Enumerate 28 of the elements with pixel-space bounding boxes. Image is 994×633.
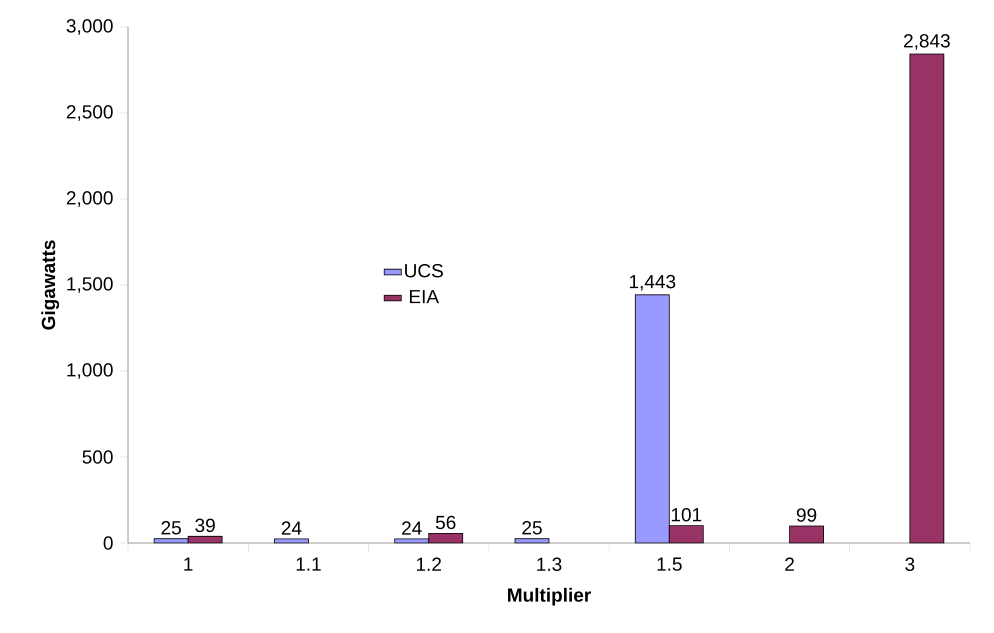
data-label: 2,843 [904,34,950,50]
x-tick-label: 1.1 [296,558,321,571]
legend-label: EIA [410,290,439,304]
y-tick-label: 1,000 [67,363,113,379]
y-tick-label: 500 [82,450,113,464]
x-tick-label: 3 [905,558,914,571]
data-label: 39 [195,518,215,532]
data-label: 25 [162,521,181,535]
data-label: 99 [796,508,816,522]
x-tick-label: 1 [184,558,192,571]
x-tick-label: 1.3 [537,558,562,571]
data-label: 56 [436,516,456,530]
x-tick-label: 1.5 [658,558,682,571]
data-label: 24 [402,521,422,535]
y-tick-label: 0 [104,536,113,550]
data-label: 25 [522,521,542,535]
legend-label: UCS [405,264,443,278]
y-tick-label: 3,000 [66,19,113,35]
data-label: 101 [672,508,702,522]
data-label: 24 [282,521,302,535]
y-tick-label: 2,000 [66,191,113,207]
y-tick-label: 2,500 [66,105,113,121]
y-axis-title: Gigawatts [41,240,60,330]
y-tick-label: 1,500 [67,277,113,293]
x-tick-label: 1.2 [416,558,441,571]
data-label: 1,443 [630,274,676,291]
x-tick-label: 2 [785,558,794,571]
x-axis-title: Multiplier [508,588,591,606]
